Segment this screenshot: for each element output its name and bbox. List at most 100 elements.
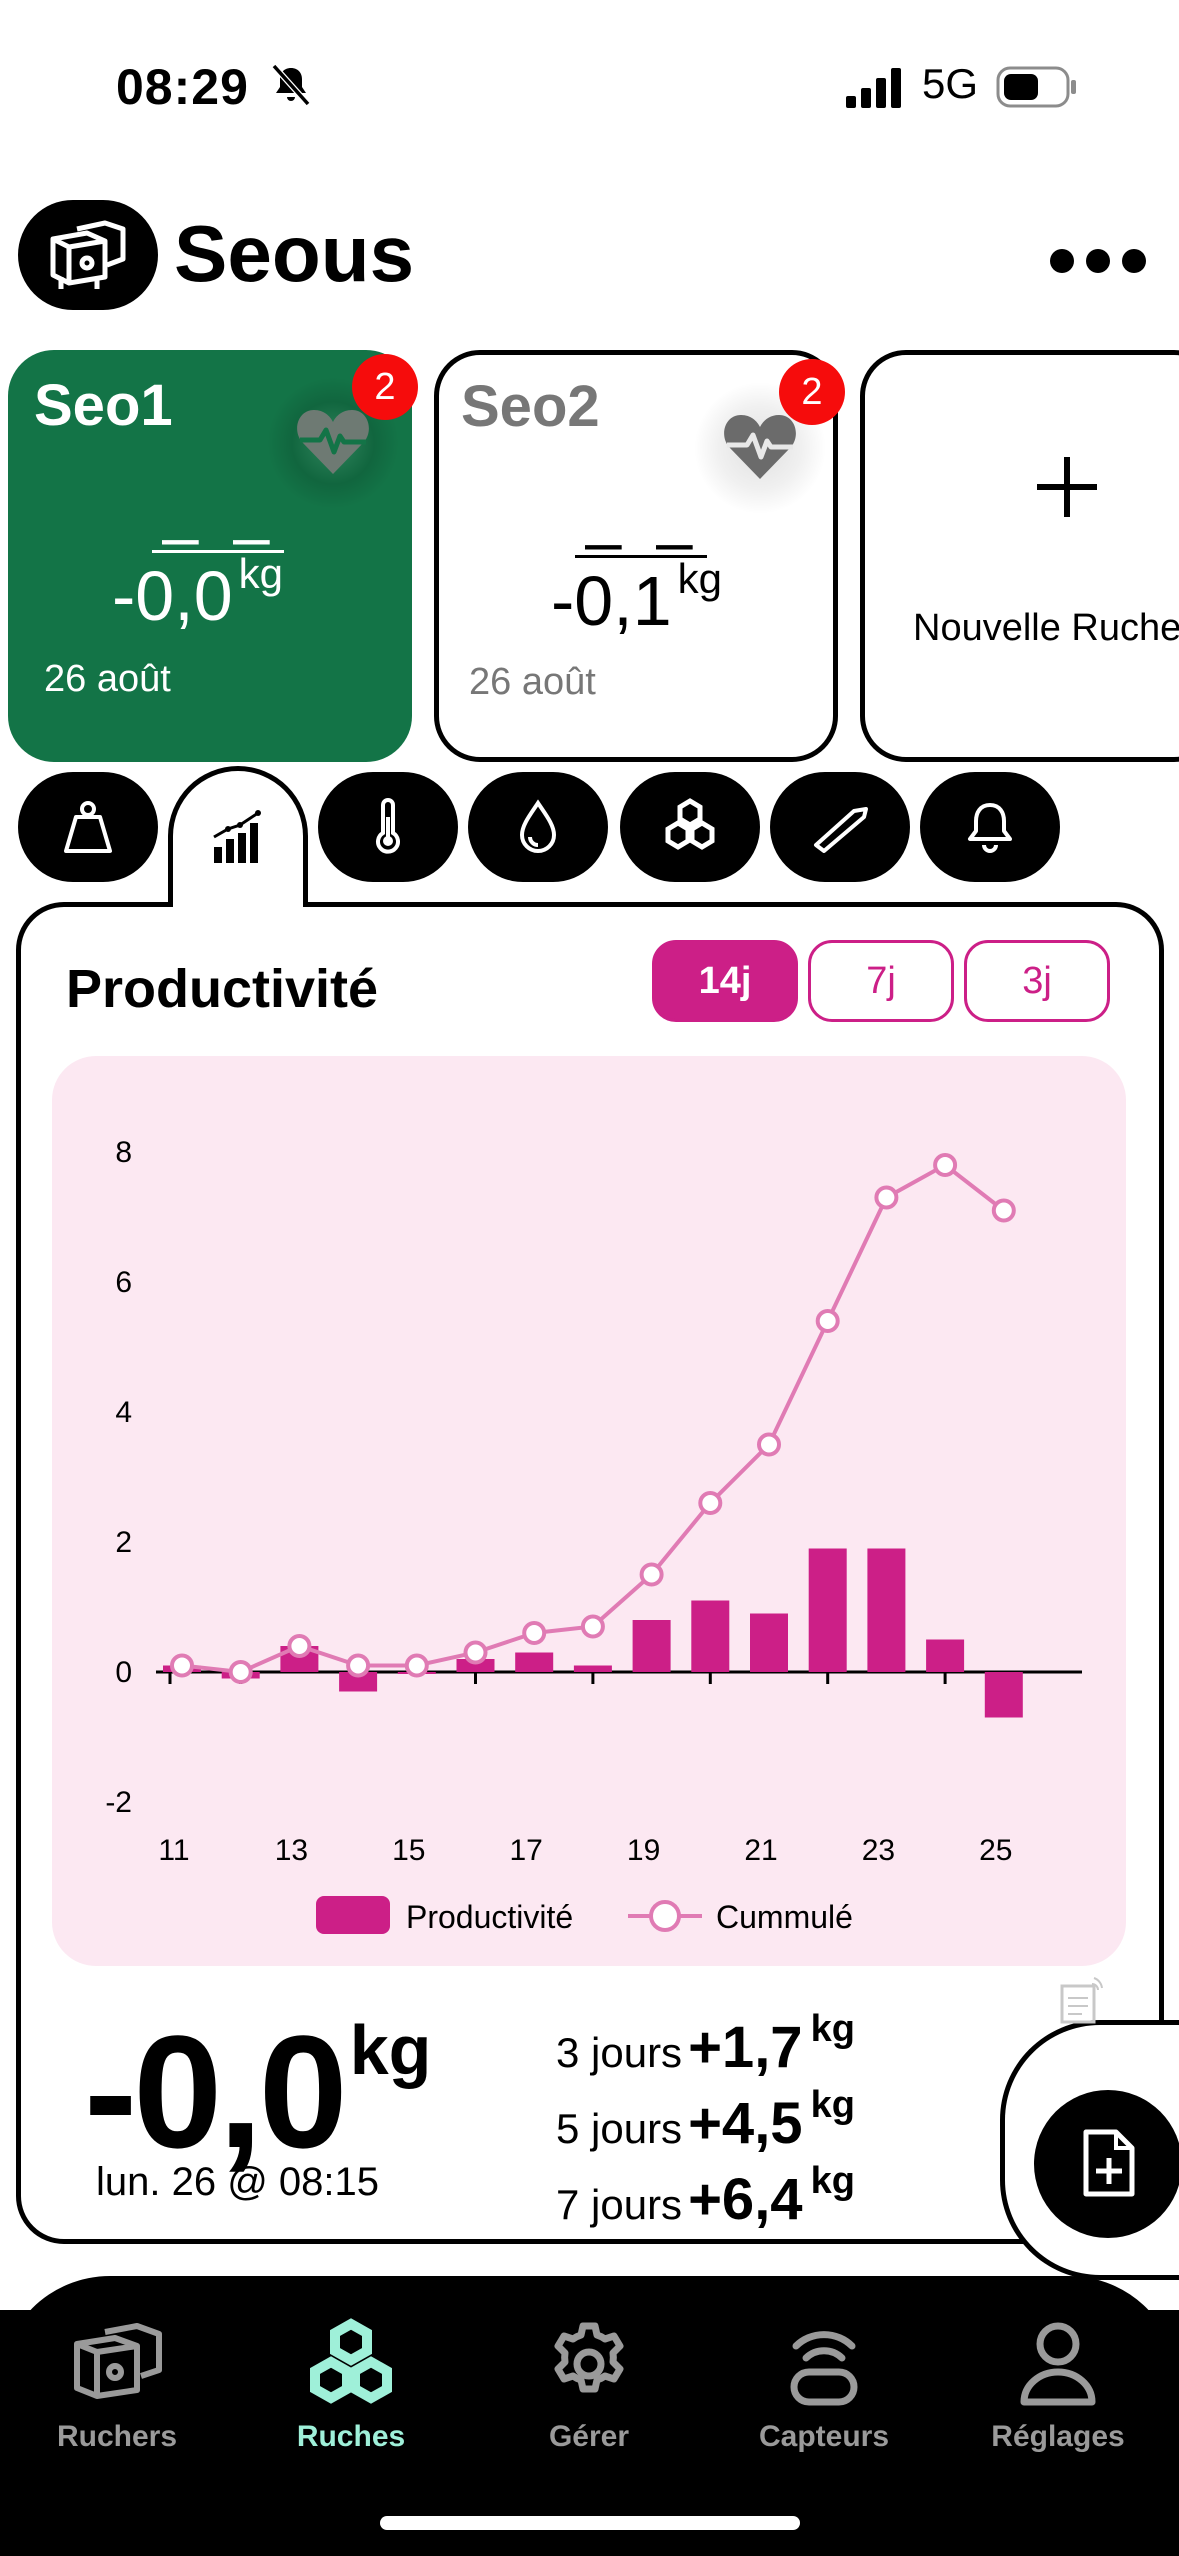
hive-weight-value: -0,1 (551, 562, 672, 640)
x-tick-label: 15 (392, 1834, 425, 1867)
hive-date: 26 août (469, 661, 596, 703)
x-tick-label: 17 (510, 1834, 543, 1867)
nav-label: Gérer (548, 2420, 630, 2453)
x-tick-label: 23 (862, 1834, 895, 1867)
productivity-chart-icon (213, 810, 261, 863)
hive-tool-icon (814, 807, 868, 853)
hive-weight-unit: kg (238, 550, 283, 597)
hive-dash: – – (162, 499, 278, 573)
cumulative-point (698, 1491, 723, 1515)
current-weight-value: -0,0 (84, 2002, 348, 2181)
nav-reglages[interactable]: Réglages (958, 2316, 1158, 2454)
tab-hive-tool[interactable] (770, 772, 910, 882)
stat-3-days: 3 jours +1,7 kg (556, 2008, 855, 2081)
more-icon-dot (1050, 249, 1074, 273)
x-tick-label: 11 (158, 1834, 189, 1867)
apiary-logo[interactable] (18, 200, 158, 310)
stat-5-days: 5 jours +4,5 kg (556, 2084, 855, 2157)
range-7j-button[interactable]: 7j (808, 940, 954, 1022)
hive-date: 26 août (44, 658, 171, 700)
honeycomb-icon (310, 2318, 392, 2404)
cumulative-point (228, 1660, 253, 1684)
page-title: Seous (174, 209, 415, 298)
health-indicator[interactable] (268, 378, 398, 508)
user-icon (1020, 2322, 1096, 2406)
range-14j-button[interactable]: 14j (652, 940, 798, 1022)
heart-pulse-icon (297, 410, 369, 474)
y-tick-label: 8 (115, 1136, 132, 1169)
productivity-bar (515, 1652, 554, 1672)
alert-badge: 2 (779, 359, 845, 425)
panel-title: Productivité (66, 959, 379, 1019)
thermometer-icon (376, 798, 400, 854)
export-chart-icon[interactable] (1058, 1976, 1104, 2026)
hive-card-seo1[interactable]: Seo1 2 – – -0,0 kg 26 août (8, 350, 418, 762)
signal-icon (846, 68, 901, 108)
cumulative-point (639, 1562, 664, 1587)
range-3j-button[interactable]: 3j (964, 940, 1110, 1022)
current-weight-date: lun. 26 @ 08:15 (96, 2160, 380, 2204)
current-weight: -0,0kg (84, 2000, 431, 2184)
honeycomb-icon (665, 798, 715, 850)
nav-label: Ruchers (56, 2420, 178, 2453)
cumulative-point (933, 1153, 958, 1177)
heart-pulse-icon (724, 415, 796, 479)
productivity-bar (867, 1548, 906, 1672)
cumulative-point (287, 1634, 312, 1658)
productivity-chart: 8 6 4 2 0 -2 11 13 15 17 19 21 23 25 Productivité Cummu… (52, 1056, 1126, 1966)
y-tick-label: 2 (115, 1526, 132, 1559)
current-weight-unit: kg (349, 2011, 432, 2089)
tab-temperature[interactable] (318, 772, 458, 882)
y-tick-label: 0 (115, 1656, 132, 1689)
hive-weight: -0,0 kg (112, 550, 283, 636)
nav-label: Ruches (296, 2420, 406, 2453)
legend-swatch-productivity (316, 1896, 390, 1934)
cumulative-point (404, 1653, 429, 1678)
productivity-bar (339, 1672, 378, 1692)
productivity-bar (456, 1659, 495, 1672)
more-icon-dot (1122, 249, 1146, 273)
home-indicator (380, 2516, 800, 2530)
cumulative-point (463, 1640, 488, 1665)
tab-honeycomb[interactable] (620, 772, 760, 882)
hive-name: Seo1 (34, 373, 173, 438)
x-tick-label: 25 (979, 1834, 1012, 1867)
more-menu-button[interactable] (1050, 246, 1146, 276)
nav-capteurs[interactable]: Capteurs (724, 2316, 924, 2454)
productivity-bar (632, 1620, 671, 1672)
tab-productivity[interactable] (168, 766, 308, 906)
divider (152, 550, 284, 553)
stat-value: +6,4 (688, 2167, 803, 2232)
tab-alerts[interactable] (920, 772, 1060, 882)
x-tick-label: 13 (275, 1834, 308, 1867)
chart-svg: 8 6 4 2 0 -2 11 13 15 17 19 21 23 25 Productivité Cummu… (105, 1136, 1082, 1935)
new-hive-card[interactable]: Nouvelle Ruche (860, 350, 1179, 762)
x-tick-label: 21 (744, 1834, 777, 1867)
productivity-bar (750, 1613, 788, 1672)
document-add-icon (1083, 2129, 1135, 2197)
productivity-bar (691, 1600, 730, 1672)
legend-marker-cumulative (649, 1900, 681, 1932)
bell-off-icon (271, 63, 311, 107)
weight-icon (64, 801, 112, 853)
cumulative-point (757, 1432, 781, 1457)
apiary-icon (50, 220, 126, 289)
hive-weight-value: -0,0 (112, 557, 233, 635)
add-report-button[interactable] (1034, 2090, 1179, 2238)
cumulative-point (874, 1185, 899, 1210)
alert-badge: 2 (352, 354, 418, 420)
status-bar: 08:29 5G (0, 0, 1179, 150)
legend-label-cumulative: Cummulé (716, 1899, 853, 1935)
tab-humidity[interactable] (468, 772, 608, 882)
bell-icon (968, 803, 1012, 853)
x-tick-label: 19 (627, 1834, 660, 1867)
tab-weight[interactable] (18, 772, 158, 882)
cumulative-point (522, 1621, 547, 1645)
hive-card-seo2[interactable]: Seo2 2 – – -0,1 kg 26 août (434, 350, 845, 762)
divider (575, 555, 707, 558)
cumulative-point (346, 1653, 371, 1678)
nav-ruches[interactable]: Ruches (251, 2316, 451, 2454)
stat-label: 5 jours (556, 2105, 683, 2152)
nav-gerer[interactable]: Gérer (489, 2316, 689, 2454)
nav-ruchers[interactable]: Ruchers (17, 2316, 217, 2454)
